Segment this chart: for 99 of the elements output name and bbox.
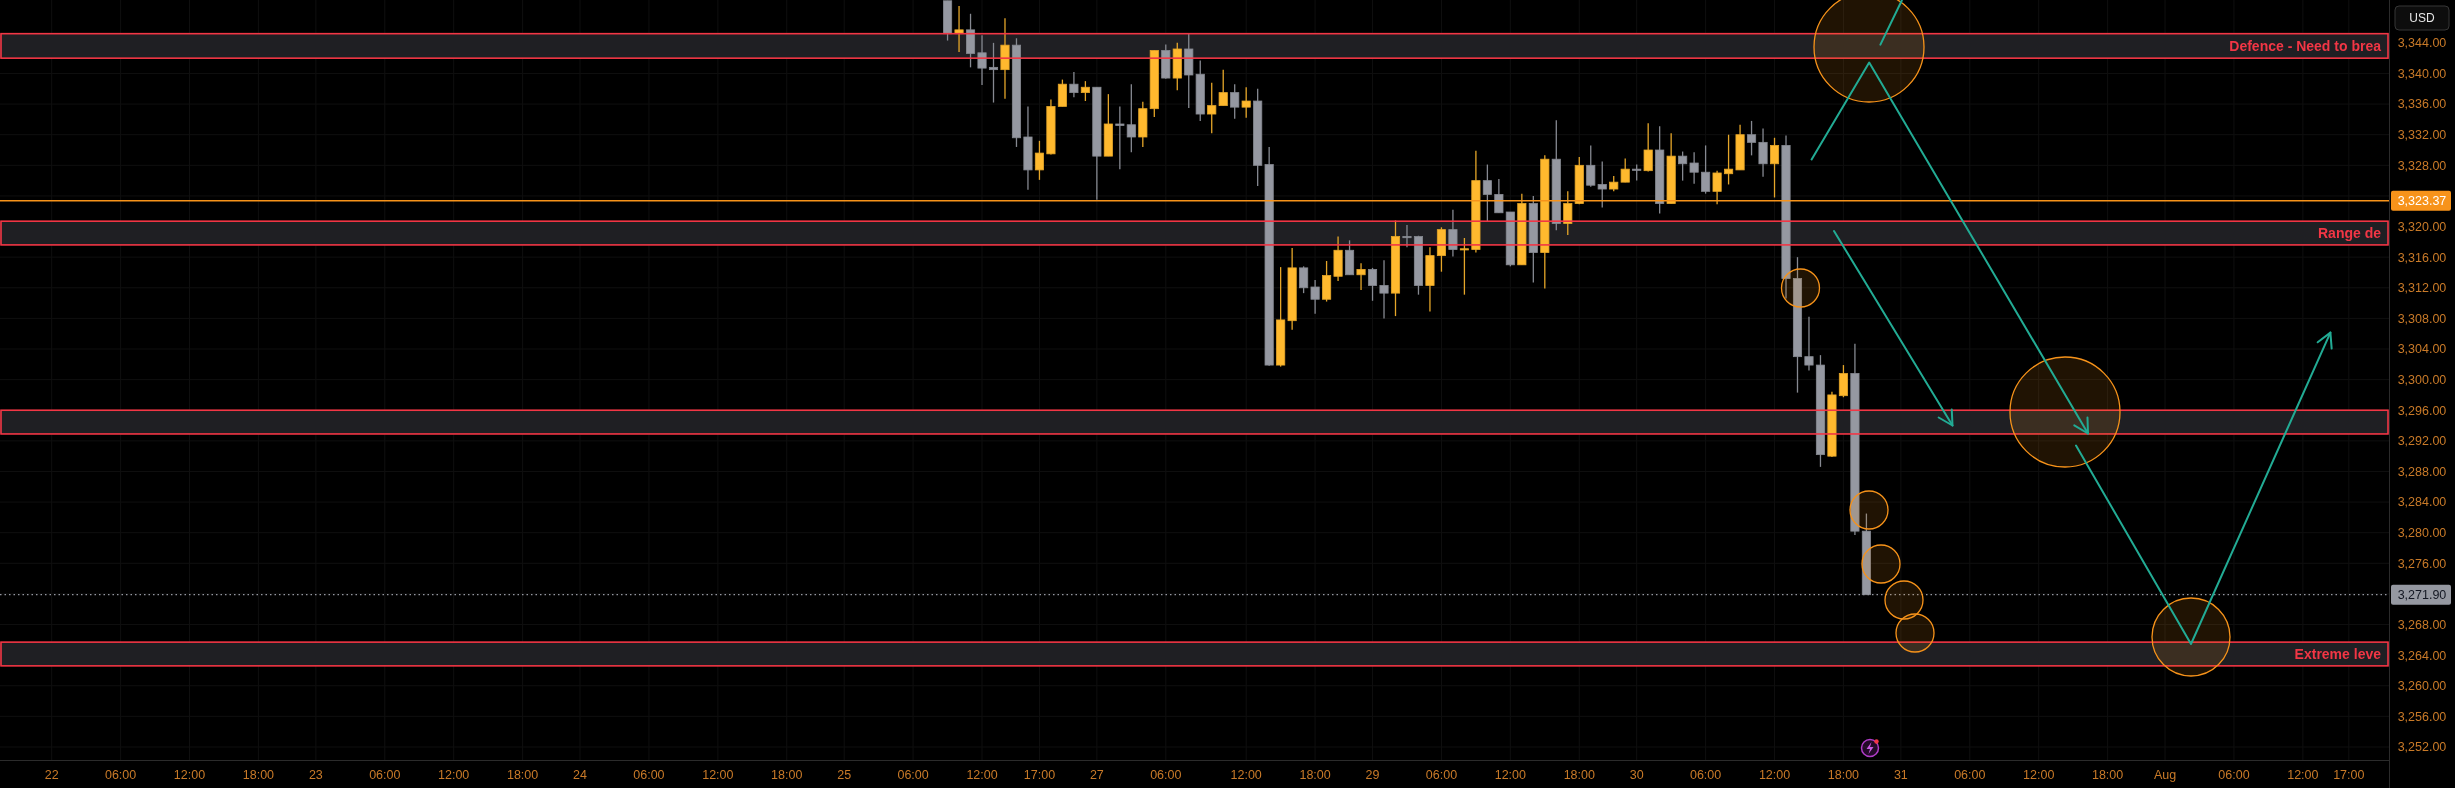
candlestick xyxy=(1310,279,1320,315)
band-label: Range de xyxy=(2317,224,2382,241)
candlestick xyxy=(1494,178,1504,214)
candlestick xyxy=(1747,120,1757,157)
x-tick-label: 12:00 xyxy=(1494,768,1527,783)
x-tick-label: 06:00 xyxy=(2218,768,2250,783)
y-axis-title: USD xyxy=(2409,11,2435,26)
y-tick-label: 3,336.00 xyxy=(2397,97,2447,112)
candlestick xyxy=(1034,140,1044,181)
ref-line-label: 3,271.90 xyxy=(2397,588,2447,603)
candlestick xyxy=(1448,209,1458,258)
candlestick xyxy=(1322,260,1332,303)
candlestick xyxy=(1701,144,1711,195)
x-tick-label: 18:00 xyxy=(1827,768,1860,783)
x-tick-label: 06:00 xyxy=(1954,768,1986,783)
x-tick-label: 22 xyxy=(44,768,59,783)
y-tick-label: 3,288.00 xyxy=(2397,464,2447,479)
candlestick xyxy=(1838,364,1848,398)
candlestick xyxy=(1769,137,1780,199)
candlestick xyxy=(1758,127,1768,178)
x-tick-label: 17:00 xyxy=(2333,768,2365,783)
y-tick-label: 3,256.00 xyxy=(2397,709,2447,724)
x-tick-label: 12:00 xyxy=(1230,768,1262,783)
x-tick-label: 18:00 xyxy=(506,768,539,783)
x-tick-label: 06:00 xyxy=(104,768,137,783)
x-tick-label: 18:00 xyxy=(242,768,275,783)
y-tick-label: 3,328.00 xyxy=(2397,158,2447,173)
candlestick xyxy=(1126,83,1136,153)
x-tick-label: 06:00 xyxy=(369,768,401,783)
candlestick xyxy=(1689,151,1699,185)
y-tick-label: 3,344.00 xyxy=(2397,36,2447,51)
x-tick-label: 31 xyxy=(1893,768,1908,783)
candlestick xyxy=(1057,78,1067,108)
x-tick-label: 24 xyxy=(573,768,588,783)
x-tick-label: 06:00 xyxy=(1425,768,1458,783)
candlestick xyxy=(1459,237,1469,296)
y-tick-label: 3,284.00 xyxy=(2397,495,2447,510)
x-tick-label: 06:00 xyxy=(1150,768,1182,783)
x-tick-label: 30 xyxy=(1629,768,1644,783)
candlestick xyxy=(1643,122,1653,173)
x-tick-label: 12:00 xyxy=(2287,768,2319,783)
y-tick-label: 3,268.00 xyxy=(2397,617,2447,632)
x-tick-label: 29 xyxy=(1365,768,1380,783)
y-tick-label: 3,316.00 xyxy=(2397,250,2447,265)
y-tick-label: 3,340.00 xyxy=(2397,66,2447,81)
y-tick-label: 3,300.00 xyxy=(2397,372,2447,387)
candlestick xyxy=(977,34,987,86)
candlestick xyxy=(1379,259,1389,320)
x-tick-label: 17:00 xyxy=(1023,768,1056,783)
candlestick xyxy=(966,13,976,68)
x-tick-label: 06:00 xyxy=(633,768,665,783)
x-tick-label: 18:00 xyxy=(1299,768,1331,783)
candlestick xyxy=(1080,80,1090,102)
x-tick-label: 06:00 xyxy=(897,768,929,783)
x-tick-label: 12:00 xyxy=(966,768,998,783)
candlestick xyxy=(1724,134,1734,186)
y-tick-label: 3,312.00 xyxy=(2397,281,2447,296)
candlestick xyxy=(1230,83,1240,120)
x-tick-label: 25 xyxy=(837,768,852,783)
x-tick-label: Aug xyxy=(2153,768,2177,783)
x-tick-label: 12:00 xyxy=(1758,768,1791,783)
candlestick xyxy=(1482,163,1492,222)
candlestick xyxy=(1299,265,1309,294)
ref-line-label: 3,323.37 xyxy=(2397,194,2447,209)
y-tick-label: 3,320.00 xyxy=(2397,219,2447,234)
y-tick-label: 3,332.00 xyxy=(2397,128,2447,143)
y-tick-label: 3,296.00 xyxy=(2397,403,2447,418)
x-tick-label: 12:00 xyxy=(173,768,206,783)
band-label: Defence - Need to brea xyxy=(2229,37,2382,54)
candlestick xyxy=(1678,150,1688,182)
x-tick-label: 12:00 xyxy=(2023,768,2055,783)
band-label: Extreme leve xyxy=(2294,645,2382,662)
x-tick-label: 18:00 xyxy=(2091,768,2124,783)
x-tick-label: 18:00 xyxy=(771,768,803,783)
x-tick-label: 23 xyxy=(308,768,323,783)
y-tick-label: 3,304.00 xyxy=(2397,342,2447,357)
candlestick xyxy=(988,42,999,104)
currency-button: USD xyxy=(2394,5,2450,31)
x-tick-label: 12:00 xyxy=(438,768,470,783)
x-tick-label: 18:00 xyxy=(1563,768,1595,783)
x-tick-label: 12:00 xyxy=(702,768,734,783)
candlestick xyxy=(1804,316,1814,372)
x-tick-label: 06:00 xyxy=(1689,768,1722,783)
candlestick xyxy=(1115,105,1125,170)
candlestick xyxy=(1402,224,1412,248)
candlestick xyxy=(1241,86,1251,119)
candlestick xyxy=(1069,71,1079,98)
y-tick-label: 3,276.00 xyxy=(2397,556,2447,571)
y-tick-label: 3,264.00 xyxy=(2397,648,2447,663)
candlestick xyxy=(1712,170,1722,205)
y-tick-label: 3,280.00 xyxy=(2397,526,2447,541)
x-tick-label: 27 xyxy=(1089,768,1104,783)
candlestick xyxy=(1367,267,1378,302)
y-tick-label: 3,260.00 xyxy=(2397,679,2447,694)
y-tick-label: 3,292.00 xyxy=(2397,434,2447,449)
y-tick-label: 3,308.00 xyxy=(2397,311,2447,326)
y-tick-label: 3,252.00 xyxy=(2397,740,2447,755)
candlestick xyxy=(1356,262,1366,291)
candlestick xyxy=(954,5,964,53)
